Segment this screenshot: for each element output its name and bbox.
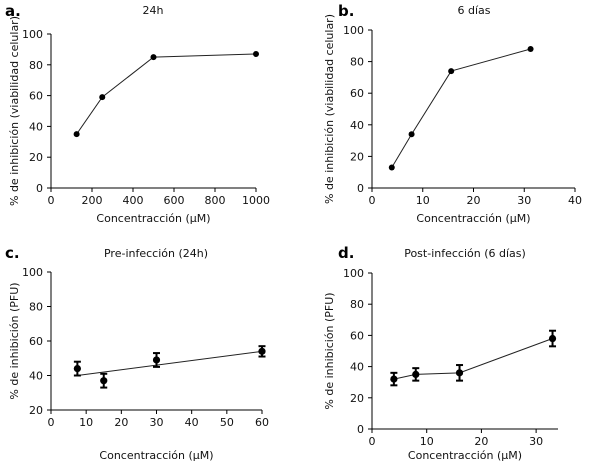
series-line [391,48,531,168]
chart-panel: a. 24h 0 200 400 600 800 1000 0 20 40 60 80 100 Concen… [5,2,270,225]
data-point [73,131,80,138]
chart-panel: d. Post-infección (6 días) 0 10 20 30 0 20 40 60 8… [323,244,558,462]
x-axis-label: Concentracción (μM) [99,449,213,462]
y-tick-label: 40 [29,370,43,383]
x-tick-label: 30 [517,194,531,207]
x-tick-label: 0 [48,416,55,429]
x-tick-label: 40 [568,194,582,207]
y-tick-label: 100 [22,28,43,41]
x-tick-label: 1000 [242,194,270,207]
y-tick-label: 80 [29,59,43,72]
y-tick-label: 20 [29,151,43,164]
data-point [99,94,106,101]
data-point [527,45,534,52]
y-axis-label: % de inhibición (PFU) [323,292,336,409]
y-tick-label: 40 [350,361,364,374]
y-tick-label: 20 [29,404,43,417]
x-tick-label: 10 [420,435,434,448]
x-tick-label: 30 [150,416,164,429]
y-axis-label: % de inhibición (PFU) [8,282,21,399]
panel-letter: a. [5,2,21,20]
x-tick-label: 800 [205,194,226,207]
x-tick-label: 0 [48,194,55,207]
y-tick-label: 60 [29,90,43,103]
chart-title: 24h [143,4,164,17]
y-tick-label: 100 [343,267,364,280]
trend-line [77,350,263,376]
x-axis-label: Concentracción (μM) [408,449,522,462]
chart-panel: b. 6 días 0 10 20 30 40 0 20 40 60 80 100 Concentracc… [323,2,582,225]
data-point [548,334,557,343]
chart-panel: c. Pre-infección (24h) 0 10 20 30 40 50 60 20 40 60… [5,244,269,462]
y-axis-label: % de inhibición (viabilidad celular) [323,14,336,204]
x-tick-label: 400 [123,194,144,207]
y-tick-label: 80 [350,298,364,311]
chart-title: 6 días [457,4,490,17]
series-line [76,53,257,135]
data-point [152,356,161,364]
y-tick-label: 80 [29,301,43,314]
x-tick-label: 10 [416,194,430,207]
y-tick-label: 100 [343,24,364,37]
data-point [412,370,420,378]
x-tick-label: 30 [529,435,543,448]
y-tick-label: 0 [36,182,43,195]
data-point [258,347,266,355]
y-tick-label: 60 [29,335,43,348]
panel-letter: d. [338,244,354,262]
y-tick-label: 60 [350,87,364,100]
chart-title: Pre-infección (24h) [104,247,208,260]
x-axis-label: Concentracción (μM) [96,212,210,225]
data-point [455,369,464,377]
x-tick-label: 600 [164,194,185,207]
data-point [150,54,157,61]
data-point [448,68,455,75]
data-point [408,131,415,138]
y-axis-label: % de inhibición (viabilidad celular) [8,16,21,206]
data-point [390,375,398,383]
y-tick-label: 0 [357,182,364,195]
x-tick-label: 20 [114,416,128,429]
x-tick-label: 40 [185,416,199,429]
y-tick-label: 20 [350,392,364,405]
data-point [73,365,81,373]
x-tick-label: 0 [369,194,376,207]
data-point [388,164,395,171]
x-tick-label: 200 [82,194,103,207]
chart-title: Post-infección (6 días) [404,247,526,260]
y-tick-label: 20 [350,150,364,163]
y-tick-label: 40 [29,120,43,133]
y-tick-label: 40 [350,119,364,132]
x-tick-label: 20 [467,194,481,207]
y-tick-label: 80 [350,56,364,69]
x-tick-label: 0 [369,435,376,448]
panel-letter: b. [338,2,354,20]
x-tick-label: 50 [220,416,234,429]
x-tick-label: 60 [255,416,269,429]
data-point [253,51,259,58]
x-tick-label: 20 [474,435,488,448]
y-tick-label: 60 [350,329,364,342]
data-point [100,377,108,385]
y-tick-label: 100 [22,266,43,279]
panel-letter: c. [5,244,20,262]
x-axis-label: Concentracción (μM) [416,212,530,225]
series-line [393,338,553,380]
x-tick-label: 10 [79,416,93,429]
y-tick-label: 0 [357,423,364,436]
